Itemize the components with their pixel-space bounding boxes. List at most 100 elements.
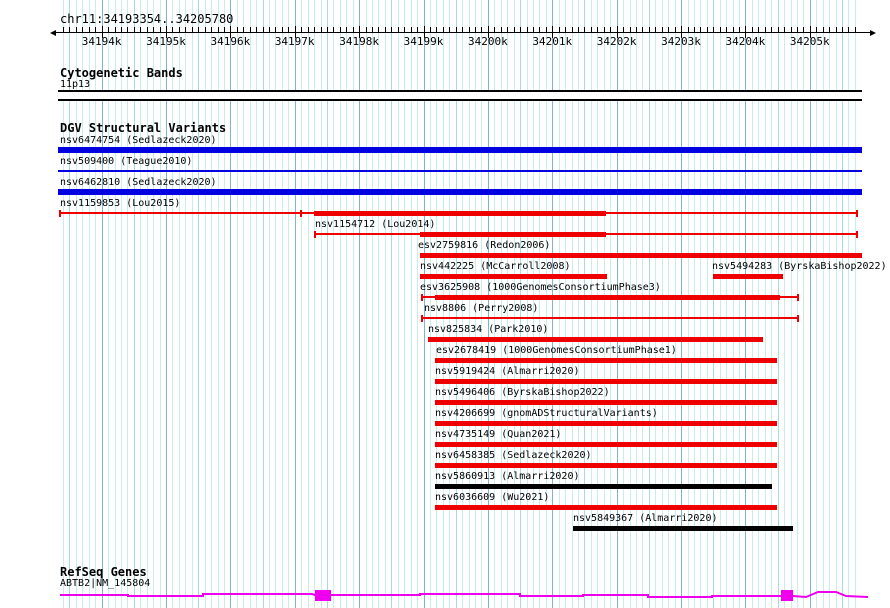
variant-bar[interactable]: [435, 505, 777, 510]
variant-label[interactable]: nsv5919424 (Almarri2020): [435, 366, 580, 377]
variant-bar[interactable]: [435, 379, 777, 384]
ruler-minor-tick: [333, 27, 335, 32]
variant-label[interactable]: nsv5849367 (Almarri2020): [573, 513, 718, 524]
ruler-minor-tick: [835, 27, 837, 32]
grid-line: [269, 0, 270, 608]
grid-line: [320, 0, 322, 608]
ruler-minor-tick: [378, 27, 380, 32]
ruler-tick-label: 34198k: [339, 35, 379, 48]
variant-bar[interactable]: [420, 274, 607, 279]
grid-line: [854, 0, 856, 608]
variant-label[interactable]: nsv5860913 (Almarri2020): [435, 471, 580, 482]
grid-line: [423, 0, 425, 608]
variant-label[interactable]: nsv6474754 (Sedlazeck2020): [60, 135, 217, 146]
variant-bar[interactable]: [420, 232, 606, 237]
ruler-minor-tick: [520, 27, 522, 32]
grid-line: [739, 0, 740, 608]
ruler-tick-label: 34196k: [210, 35, 251, 48]
variant-bar[interactable]: [58, 147, 862, 153]
variant-bar[interactable]: [314, 211, 606, 216]
gene-exon-box[interactable]: [781, 590, 793, 601]
variant-label[interactable]: nsv1154712 (Lou2014): [315, 219, 436, 230]
variant-bar[interactable]: [420, 253, 862, 258]
variant-bar[interactable]: [58, 170, 862, 172]
variant-bar[interactable]: [435, 358, 777, 363]
variant-label[interactable]: nsv1159853 (Lou2015): [60, 198, 181, 209]
variant-bar[interactable]: [713, 274, 783, 279]
grid-line: [809, 0, 811, 608]
grid-line: [372, 0, 373, 608]
variant-bar[interactable]: [428, 337, 763, 342]
ruler-minor-tick: [223, 27, 225, 32]
ruler-minor-tick: [462, 27, 464, 32]
variant-label[interactable]: nsv5496406 (ByrskaBishop2022): [435, 387, 610, 398]
variant-label[interactable]: nsv5494283 (ByrskaBishop2022): [712, 261, 887, 272]
variant-label[interactable]: nsv4735149 (Quan2021): [435, 429, 562, 440]
grid-line: [204, 0, 206, 608]
ruler-minor-tick: [558, 27, 560, 32]
variant-bar[interactable]: [435, 421, 777, 426]
variant-label[interactable]: nsv8806 (Perry2008): [424, 303, 539, 314]
gene-exon-box[interactable]: [315, 590, 331, 601]
variant-label[interactable]: esv3625908 (1000GenomesConsortiumPhase3): [420, 282, 661, 293]
ruler-major-tick: [487, 26, 489, 38]
ruler-minor-tick: [674, 27, 676, 32]
ruler-minor-tick: [191, 27, 193, 32]
grid-line: [726, 0, 728, 608]
grid-line: [243, 0, 245, 608]
grid-line: [475, 0, 476, 608]
grid-line: [610, 0, 612, 608]
variant-bar[interactable]: [435, 400, 777, 405]
ruler-minor-tick: [693, 27, 695, 32]
variant-label[interactable]: esv2759816 (Redon2006): [418, 240, 551, 251]
variant-label[interactable]: nsv442225 (McCarroll2008): [420, 261, 571, 272]
grid-line: [172, 0, 174, 608]
variant-bar[interactable]: [435, 484, 772, 489]
grid-line: [384, 0, 386, 608]
ruler-minor-tick: [449, 27, 451, 32]
variant-label[interactable]: nsv6458385 (Sedlazeck2020): [435, 450, 592, 461]
ruler-minor-tick: [114, 27, 116, 32]
variant-bar[interactable]: [573, 526, 793, 531]
ruler-major-tick: [359, 26, 361, 38]
grid-line: [339, 0, 341, 608]
variant-bar[interactable]: [422, 317, 798, 319]
grid-line: [616, 0, 618, 608]
variant-label[interactable]: nsv509400 (Teague2010): [60, 156, 193, 167]
grid-line: [133, 0, 135, 608]
variant-bar[interactable]: [435, 463, 777, 468]
ruler-major-tick: [294, 26, 296, 38]
ruler-minor-tick: [655, 27, 657, 32]
variant-label[interactable]: nsv4206699 (gnomADStructuralVariants): [435, 408, 658, 419]
variant-end-tick: [797, 294, 799, 301]
ruler-minor-tick: [784, 27, 785, 32]
grid-line: [378, 0, 380, 608]
ruler-minor-tick: [204, 27, 206, 32]
grid-line: [713, 0, 715, 608]
ruler-minor-tick: [429, 27, 431, 32]
variant-label[interactable]: nsv6462810 (Sedlazeck2020): [60, 177, 217, 188]
variant-bar[interactable]: [58, 189, 862, 195]
ruler-minor-tick: [526, 27, 528, 32]
grid-line: [706, 0, 708, 608]
variant-bar[interactable]: [435, 442, 777, 447]
variant-label[interactable]: esv2678419 (1000GenomesConsortiumPhase1): [436, 345, 677, 356]
ruler-minor-tick: [578, 27, 579, 32]
grid-line: [140, 0, 142, 608]
gene-intron-line[interactable]: [60, 591, 869, 599]
ruler-minor-tick: [629, 27, 631, 32]
grid-line: [153, 0, 155, 608]
variant-label[interactable]: nsv825834 (Park2010): [428, 324, 549, 335]
cytoband-11p13-box[interactable]: [58, 90, 862, 101]
grid-line: [236, 0, 238, 608]
ruler-minor-tick: [88, 27, 90, 32]
variant-label[interactable]: nsv6036609 (Wu2021): [435, 492, 550, 503]
variant-bar[interactable]: [435, 295, 780, 300]
ruler-minor-tick: [262, 27, 264, 32]
ruler-minor-tick: [687, 27, 689, 32]
ruler-minor-tick: [140, 27, 142, 32]
variant-end-tick: [314, 231, 316, 238]
grid-line: [95, 0, 97, 608]
